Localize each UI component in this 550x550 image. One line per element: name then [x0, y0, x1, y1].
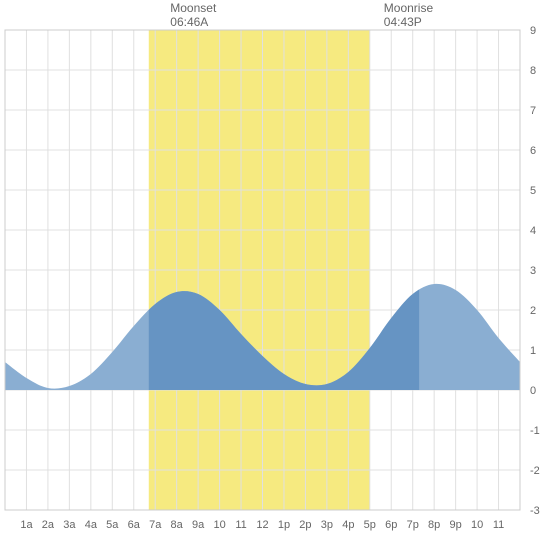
y-tick-label: 8 — [530, 65, 536, 77]
chart-svg: -3-2-101234567891a2a3a4a5a6a7a8a9a101112… — [0, 0, 550, 550]
x-tick-label: 8a — [171, 519, 184, 531]
moonset-time: 06:46A — [170, 15, 208, 29]
x-tick-label: 1p — [278, 519, 290, 531]
y-tick-label: 4 — [530, 225, 536, 237]
x-tick-label: 9a — [192, 519, 205, 531]
y-tick-label: -3 — [530, 505, 540, 517]
moonrise-label: Moonrise — [384, 1, 434, 15]
x-tick-label: 7a — [149, 519, 162, 531]
moonrise-time: 04:43P — [384, 15, 422, 29]
y-tick-label: 0 — [530, 385, 536, 397]
x-tick-label: 5p — [364, 519, 376, 531]
x-tick-label: 11 — [235, 519, 246, 531]
y-tick-label: -2 — [530, 465, 540, 477]
y-tick-label: 3 — [530, 265, 536, 277]
x-tick-label: 4p — [342, 519, 354, 531]
x-tick-label: 3p — [321, 519, 333, 531]
x-tick-label: 10 — [471, 519, 483, 531]
y-tick-label: 5 — [530, 185, 536, 197]
x-tick-label: 8p — [428, 519, 440, 531]
moonset-label: Moonset — [170, 1, 217, 15]
x-tick-label: 6a — [128, 519, 141, 531]
x-tick-label: 2p — [299, 519, 311, 531]
y-tick-label: 6 — [530, 145, 536, 157]
x-tick-label: 7p — [407, 519, 419, 531]
x-tick-label: 9p — [450, 519, 462, 531]
y-tick-label: 7 — [530, 105, 536, 117]
x-tick-label: 11 — [493, 519, 504, 531]
x-tick-label: 1a — [20, 519, 33, 531]
x-tick-label: 6p — [385, 519, 397, 531]
y-tick-label: 9 — [530, 25, 536, 37]
x-tick-label: 5a — [106, 519, 119, 531]
y-tick-label: -1 — [530, 425, 540, 437]
x-tick-label: 10 — [213, 519, 225, 531]
x-tick-label: 3a — [63, 519, 76, 531]
y-tick-label: 1 — [530, 345, 536, 357]
y-tick-label: 2 — [530, 305, 536, 317]
tide-moon-chart: -3-2-101234567891a2a3a4a5a6a7a8a9a101112… — [0, 0, 550, 550]
x-tick-label: 2a — [42, 519, 55, 531]
x-tick-label: 12 — [256, 519, 268, 531]
x-tick-label: 4a — [85, 519, 98, 531]
